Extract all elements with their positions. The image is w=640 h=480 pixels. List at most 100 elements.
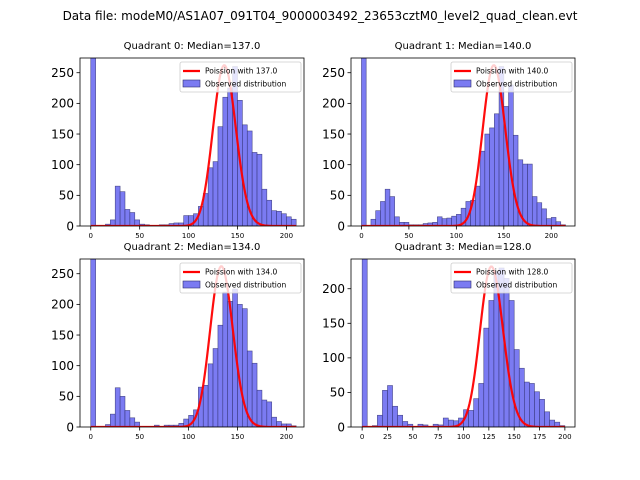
histogram-bar	[550, 217, 557, 226]
axes-frame	[79, 57, 305, 227]
legend-box	[179, 61, 302, 93]
plot-area	[361, 58, 566, 226]
histogram-bar	[227, 87, 233, 226]
y-tick-label: 0	[66, 219, 74, 233]
histogram-bar	[110, 413, 116, 427]
y-tick-label: 150	[322, 127, 345, 141]
x-tick-label: 0	[89, 433, 93, 441]
legend-bar-swatch	[182, 79, 201, 88]
histogram-bar	[382, 390, 388, 427]
x-tick-label: 100	[182, 433, 195, 441]
histogram-bar	[473, 398, 480, 427]
histogram-bar	[489, 127, 495, 226]
histogram-bar	[475, 185, 481, 226]
legend-box	[450, 262, 573, 294]
histogram-bar	[529, 383, 535, 427]
legend-label-poisson: Poission with 140.0	[476, 67, 549, 76]
histogram-bar	[539, 399, 545, 427]
histogram-bar	[207, 363, 214, 427]
poisson-curve	[362, 265, 565, 427]
y-tick-label: 100	[51, 158, 74, 172]
histogram-bar	[442, 417, 449, 427]
legend-bar-swatch	[453, 79, 472, 88]
x-tick-label: 100	[457, 433, 470, 441]
figure-suptitle: Data file: modeM0/AS1A07_091T04_90000034…	[63, 9, 578, 23]
histogram-bar	[524, 381, 530, 427]
histogram-bar	[212, 348, 219, 427]
x-tick-label: 125	[482, 433, 495, 441]
axes-frame	[79, 258, 305, 428]
x-tick-label: 150	[231, 433, 244, 441]
histogram-bar	[114, 387, 121, 427]
histogram-bar	[290, 218, 297, 226]
x-tick-label: 200	[558, 433, 571, 441]
legend-label-observed: Observed distribution	[476, 281, 557, 290]
histogram-bar	[397, 414, 403, 427]
histogram-bar	[441, 218, 448, 226]
histogram-bar	[222, 291, 229, 427]
subplot-title-3: Quadrant 3: Median=128.0	[395, 242, 532, 253]
histogram-bar	[377, 414, 383, 427]
legend-label-poisson: Poission with 128.0	[476, 268, 549, 277]
histogram-bar	[217, 324, 224, 427]
y-tick-label: 100	[322, 351, 345, 365]
legend-label-poisson: Poission with 134.0	[205, 268, 278, 277]
y-tick-label: 200	[322, 97, 345, 111]
legend-box	[179, 262, 302, 294]
plot-area	[361, 259, 566, 427]
y-tick-label: 250	[51, 66, 74, 80]
histogram-bar	[437, 216, 443, 226]
histogram-bar	[527, 163, 533, 226]
histogram-bar	[392, 405, 398, 427]
histogram-bar	[276, 210, 282, 226]
histogram-bar	[484, 133, 490, 226]
subplot-quadrant-3: Quadrant 3: Median=128.0 0 50 100 150 200 0 25…	[322, 242, 576, 441]
y-tick-label: 100	[51, 359, 74, 373]
y-tick-label: 50	[59, 390, 74, 404]
y-tick-label: 0	[337, 420, 345, 434]
x-tick-label: 75	[434, 433, 443, 441]
y-tick-label: 0	[66, 420, 74, 434]
histogram-bar	[124, 410, 131, 427]
histogram-bar	[531, 196, 538, 226]
subplot-title-1: Quadrant 1: Median=140.0	[395, 41, 532, 52]
histogram-bar	[361, 259, 368, 427]
x-tick-label: 100	[182, 232, 195, 240]
histogram-bar	[119, 191, 126, 226]
histogram-bar	[281, 213, 287, 226]
histogram-bar	[256, 153, 263, 226]
subplot-quadrant-0: Quadrant 0: Median=137.0 0 50 100 150 200 250…	[51, 41, 305, 240]
y-tick-label: 50	[330, 189, 345, 203]
histogram-bar	[286, 216, 292, 226]
histogram-bar	[124, 209, 131, 226]
histogram-bar	[494, 113, 500, 226]
axes-frame	[350, 57, 576, 227]
x-tick-label: 25	[383, 433, 392, 441]
y-tick-label: 50	[59, 189, 74, 203]
plot-area	[90, 58, 297, 226]
y-tick-label: 200	[51, 97, 74, 111]
histogram-bar	[207, 167, 214, 226]
histogram-bar	[217, 126, 224, 226]
histogram-bar	[468, 410, 474, 427]
x-tick-label: 0	[360, 433, 364, 441]
histogram-bar	[261, 188, 268, 226]
histogram-bar	[488, 300, 495, 427]
histogram-bar	[266, 401, 273, 427]
x-tick-label: 200	[280, 232, 293, 240]
y-tick-label: 250	[322, 66, 345, 80]
histogram-bar	[478, 383, 485, 427]
x-tick-label: 0	[359, 232, 363, 240]
poisson-curve	[90, 265, 297, 427]
y-tick-label: 150	[322, 317, 345, 331]
legend-label-poisson: Poission with 137.0	[205, 67, 278, 76]
histogram-bar	[541, 208, 547, 226]
histogram-bar	[119, 396, 126, 427]
subplot-quadrant-2: Quadrant 2: Median=134.0 0 50 100 150 200 250…	[51, 242, 305, 441]
histogram-bar	[361, 58, 367, 226]
y-tick-label: 0	[337, 219, 345, 233]
histogram-bar	[513, 134, 519, 226]
histogram-bar	[446, 217, 452, 226]
histogram-bar	[261, 399, 268, 427]
x-tick-label: 50	[135, 232, 144, 240]
